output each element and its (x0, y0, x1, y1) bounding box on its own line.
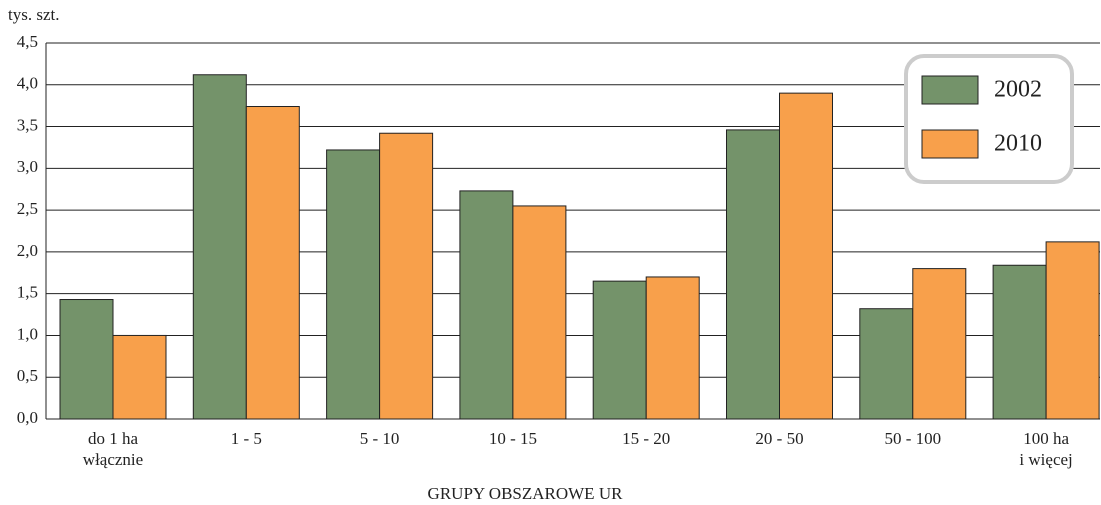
bar (992, 264, 1047, 420)
legend-label: 2010 (994, 131, 1042, 157)
bar (59, 299, 114, 420)
x-tick-label: do 1 ha włącznie (83, 429, 143, 469)
bar (326, 149, 381, 420)
y-tick-label: 0,5 (17, 366, 38, 385)
bar (592, 280, 647, 420)
y-tick-label: 1,5 (17, 283, 38, 302)
y-tick-label: 0,0 (17, 408, 38, 427)
x-tick-label: 5 - 10 (360, 429, 400, 448)
x-tick-label: 15 - 20 (622, 429, 670, 448)
bar (779, 92, 833, 420)
legend-label: 2002 (994, 77, 1042, 103)
x-tick-label: 20 - 50 (755, 429, 803, 448)
x-tick-label: 100 ha i więcej (1019, 429, 1072, 469)
y-axis-label: tys. szt. (8, 5, 59, 24)
bar (192, 74, 247, 420)
bar (1045, 241, 1100, 420)
bar (112, 334, 167, 420)
bar (459, 190, 514, 420)
bar (245, 106, 300, 420)
y-tick-label: 2,5 (17, 199, 38, 218)
bar (912, 268, 967, 420)
bar (726, 129, 780, 420)
y-tick-label: 3,5 (17, 115, 38, 134)
y-tick-label: 1,0 (17, 324, 38, 343)
bar (645, 276, 700, 420)
x-tick-label: 10 - 15 (489, 429, 537, 448)
y-tick-label: 4,0 (17, 74, 38, 93)
bar (379, 132, 434, 420)
y-tick-label: 2,0 (17, 241, 38, 260)
y-tick-label: 4,5 (17, 32, 38, 51)
bar (512, 205, 567, 420)
legend-swatch (921, 129, 979, 159)
legend-swatch (921, 75, 979, 105)
x-tick-label: 1 - 5 (231, 429, 262, 448)
legend-box (904, 54, 1074, 184)
bar (859, 308, 914, 420)
x-tick-label: 50 - 100 (884, 429, 941, 448)
x-axis-label: GRUPY OBSZAROWE UR (428, 484, 624, 503)
y-tick-label: 3,0 (17, 157, 38, 176)
